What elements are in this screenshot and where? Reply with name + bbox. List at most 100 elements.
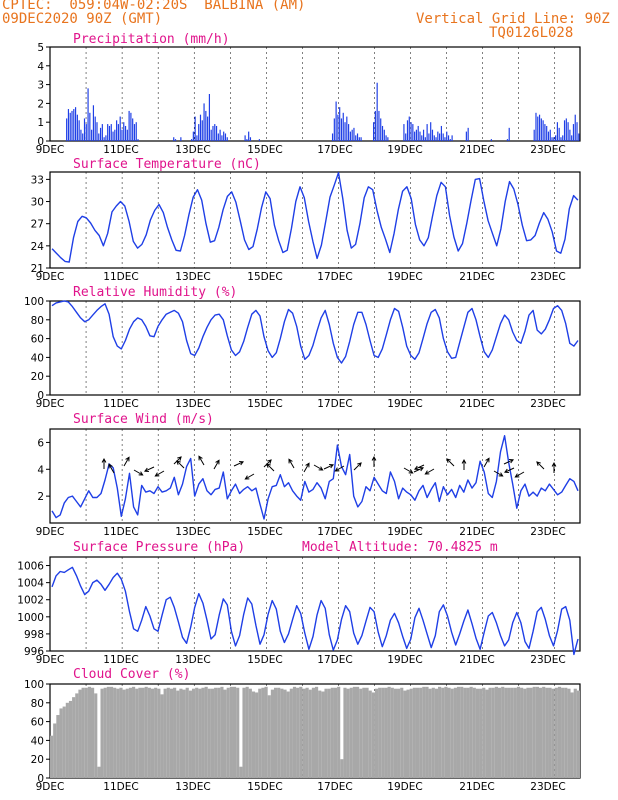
wind-xtick-label: 11DEC — [103, 526, 138, 538]
cloud-bar — [258, 688, 262, 778]
rh-ytick-label: 20 — [31, 371, 44, 383]
cloud-bar — [176, 690, 180, 778]
precip-bar — [408, 116, 410, 141]
pres-ytick-label: 996 — [24, 646, 44, 658]
temp-title: Surface Temperature (nC) — [73, 157, 261, 172]
precip-bar — [340, 118, 343, 141]
precip-bar — [553, 137, 555, 141]
cloud-bar — [491, 687, 495, 778]
precip-bar — [226, 137, 228, 141]
rh-line — [51, 300, 579, 364]
temp-xtick-label: 9DEC — [36, 271, 65, 283]
pres-ytick-label: 1002 — [17, 595, 44, 607]
precip-bar — [385, 135, 387, 141]
precip-bar — [92, 105, 95, 141]
precip-bar — [135, 122, 137, 141]
cloud-bar — [289, 688, 293, 778]
cloud-ytick-label: 40 — [31, 735, 44, 747]
precip-bar — [101, 124, 103, 141]
precip-bar — [108, 125, 111, 141]
cloud-bar — [232, 686, 237, 778]
cloud-bar — [368, 690, 372, 778]
wind-arrow-head — [413, 465, 419, 470]
precip-bar — [562, 135, 564, 141]
cloud-bar — [100, 688, 104, 778]
wind-arrow-head — [266, 463, 271, 468]
cloud-bar — [510, 687, 514, 778]
cloud-bar — [444, 686, 448, 778]
pres-xtick-label: 15DEC — [247, 654, 282, 666]
cloud-bar — [106, 686, 110, 778]
cloud-bar — [286, 691, 290, 778]
precip-bar — [114, 129, 116, 141]
cloud-bar — [346, 688, 350, 778]
precip-bar — [353, 127, 355, 141]
precip-ytick-label: 4 — [37, 61, 44, 73]
cloud-bar — [516, 686, 521, 778]
cloud-bar — [163, 688, 167, 778]
cloud-bar — [188, 690, 192, 778]
cloud-xtick-label: 15DEC — [247, 781, 282, 793]
precip-bar — [117, 124, 119, 141]
wind-arrow-head — [424, 470, 430, 475]
cloud-bar — [497, 687, 502, 778]
pres-note: Model Altitude: 70.4825 m — [302, 540, 498, 555]
precip-bar — [440, 125, 442, 141]
precip-bar — [421, 135, 423, 141]
precip-bar — [224, 133, 227, 141]
cloud-bar — [434, 688, 439, 778]
precip-bar — [214, 124, 216, 141]
wind-arrow-head — [177, 456, 182, 461]
cloud-bar — [485, 689, 489, 778]
cloud-bar — [138, 687, 142, 778]
temp-xtick-label: 13DEC — [175, 271, 210, 283]
precip-bar — [128, 110, 130, 141]
rh-ytick-label: 100 — [24, 296, 44, 308]
cloud-bar — [198, 688, 202, 778]
cloud-bar — [210, 688, 215, 778]
cloud-bar — [267, 695, 271, 778]
cloud-bar — [261, 687, 265, 778]
precip-bar — [126, 129, 128, 141]
cloud-bar — [362, 687, 366, 778]
precip-bar — [335, 101, 337, 141]
cloud-bar — [570, 692, 574, 778]
wind-arrow-head — [551, 461, 557, 467]
cloud-bar — [365, 687, 369, 778]
pres-ytick-label: 1000 — [17, 612, 44, 624]
wind-xtick-label: 9DEC — [36, 526, 65, 538]
rh-ytick-label: 0 — [37, 390, 44, 402]
temp-xtick-label: 21DEC — [459, 271, 494, 283]
cloud-bar — [154, 687, 158, 778]
wind-line — [51, 435, 579, 520]
precip-bar — [430, 122, 432, 141]
rh-xtick-label: 19DEC — [387, 398, 422, 410]
pres-xtick-label: 23DEC — [530, 654, 565, 666]
cloud-bar — [333, 687, 338, 778]
wind-xtick-label: 21DEC — [459, 526, 494, 538]
precip-bar — [69, 112, 71, 141]
temp-line — [51, 171, 579, 263]
cloud-bar — [450, 688, 454, 778]
precip-bar — [66, 118, 68, 141]
precip-bar — [449, 139, 451, 141]
pres-xtick-label: 21DEC — [459, 654, 494, 666]
cloud-bar — [75, 693, 79, 778]
precip-bar — [442, 133, 444, 141]
wind-arrow-head — [514, 473, 520, 478]
precip-bar — [258, 139, 260, 141]
precip-bar — [107, 124, 109, 141]
precip-bar — [439, 133, 441, 141]
cloud-bar — [179, 688, 183, 778]
cloud-bar — [217, 687, 221, 778]
cloud-bar — [226, 687, 230, 778]
precip-bar — [410, 122, 412, 141]
precip-bar — [82, 133, 84, 141]
wind-arrow-head — [334, 467, 340, 472]
temp-ytick-label: 27 — [31, 219, 44, 231]
precip-bar — [67, 109, 70, 141]
temp-ytick-label: 24 — [31, 241, 45, 253]
precip-bar — [208, 94, 211, 141]
cloud-bar — [242, 687, 246, 778]
wind-arrow — [176, 460, 185, 469]
